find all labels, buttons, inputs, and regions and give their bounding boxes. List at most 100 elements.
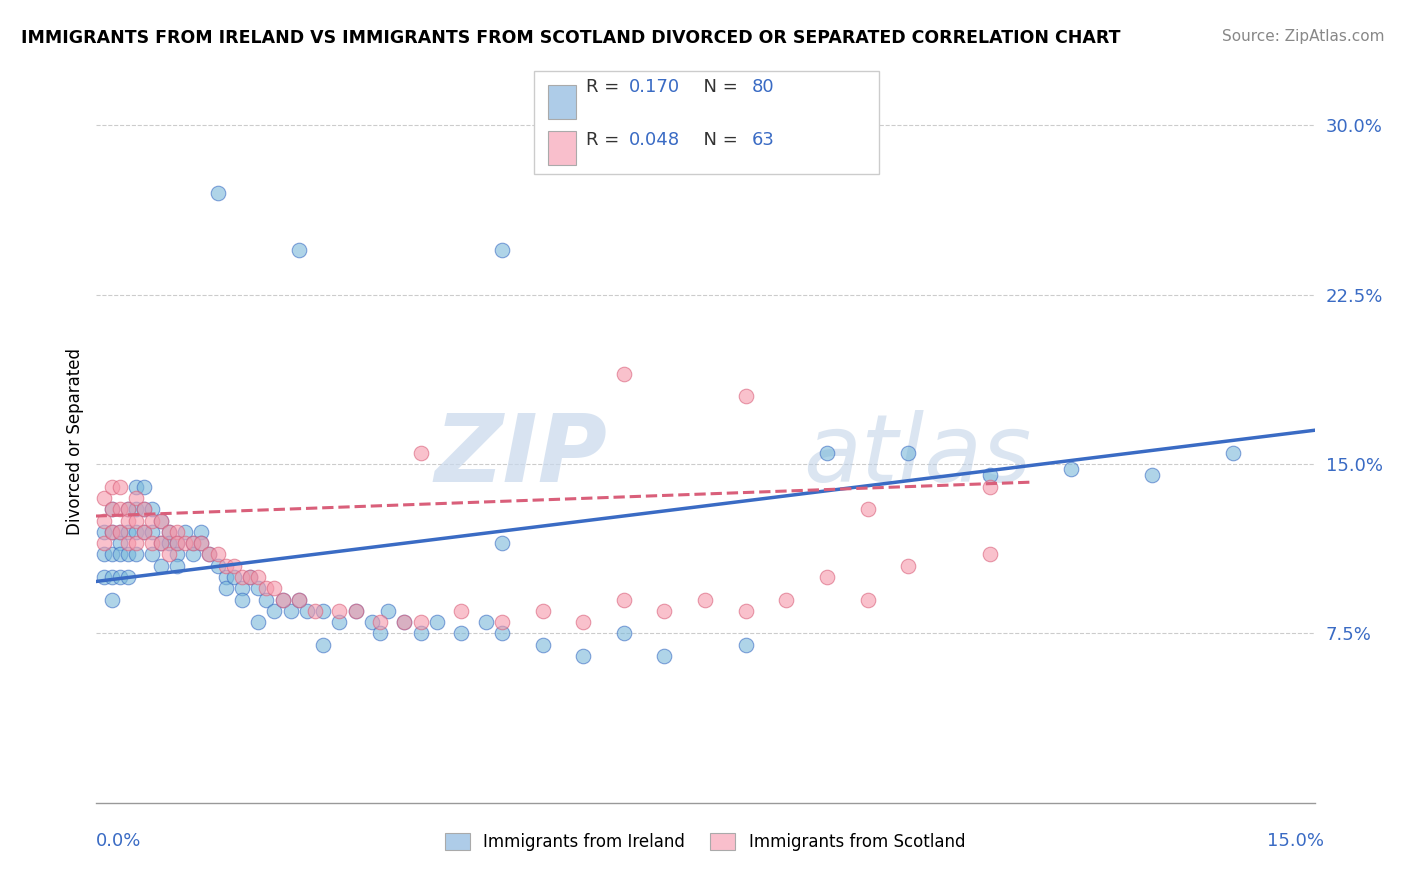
Point: [254, 592, 277, 607]
Point: [190, 536, 212, 550]
Point: [125, 502, 148, 516]
Point: [247, 582, 270, 596]
Point: [394, 615, 416, 630]
Point: [239, 570, 262, 584]
Point: [222, 570, 245, 584]
Point: [214, 570, 236, 584]
Point: [141, 536, 163, 550]
Text: R =: R =: [586, 131, 626, 149]
Point: [897, 558, 920, 573]
Point: [101, 548, 124, 562]
Point: [426, 615, 449, 630]
Point: [141, 524, 163, 539]
Point: [93, 570, 115, 584]
Point: [214, 582, 236, 596]
Point: [166, 558, 188, 573]
Point: [93, 514, 115, 528]
Text: atlas: atlas: [803, 410, 1031, 501]
Point: [247, 570, 270, 584]
Point: [93, 524, 115, 539]
Point: [149, 514, 172, 528]
Point: [328, 604, 350, 618]
Point: [93, 548, 115, 562]
Point: [572, 648, 595, 663]
Text: N =: N =: [692, 131, 744, 149]
Point: [166, 536, 188, 550]
Point: [190, 536, 212, 550]
Point: [141, 548, 163, 562]
Point: [572, 615, 595, 630]
Point: [231, 592, 253, 607]
Point: [207, 558, 229, 573]
Point: [157, 524, 180, 539]
Point: [93, 536, 115, 550]
Point: [1140, 468, 1163, 483]
Point: [531, 604, 554, 618]
Text: N =: N =: [692, 78, 744, 96]
Point: [897, 446, 920, 460]
Point: [288, 592, 311, 607]
Point: [280, 604, 302, 618]
Point: [166, 548, 188, 562]
Point: [613, 367, 636, 381]
Point: [247, 615, 270, 630]
Point: [239, 570, 262, 584]
Point: [117, 536, 139, 550]
Text: 0.0%: 0.0%: [96, 831, 141, 849]
Point: [979, 480, 1001, 494]
Point: [149, 558, 172, 573]
Point: [157, 536, 180, 550]
Point: [190, 524, 212, 539]
Point: [979, 468, 1001, 483]
Point: [125, 548, 148, 562]
Point: [141, 502, 163, 516]
Point: [263, 582, 285, 596]
Point: [328, 615, 350, 630]
Point: [101, 524, 124, 539]
Point: [775, 592, 797, 607]
Point: [312, 604, 335, 618]
Point: [101, 502, 124, 516]
Point: [149, 514, 172, 528]
Point: [181, 536, 204, 550]
Point: [141, 514, 163, 528]
Point: [181, 536, 204, 550]
Text: 80: 80: [752, 78, 775, 96]
Legend: Immigrants from Ireland, Immigrants from Scotland: Immigrants from Ireland, Immigrants from…: [437, 825, 973, 860]
Point: [117, 524, 139, 539]
Point: [101, 524, 124, 539]
Point: [108, 570, 131, 584]
Point: [979, 548, 1001, 562]
Point: [304, 604, 326, 618]
Point: [254, 582, 277, 596]
Point: [157, 548, 180, 562]
Point: [198, 548, 221, 562]
Point: [409, 615, 432, 630]
Point: [149, 536, 172, 550]
Point: [312, 638, 335, 652]
Point: [856, 592, 879, 607]
Point: [134, 502, 156, 516]
Point: [856, 502, 879, 516]
Text: R =: R =: [586, 78, 626, 96]
Text: ZIP: ZIP: [434, 410, 607, 502]
Text: 0.048: 0.048: [628, 131, 679, 149]
Point: [288, 592, 311, 607]
Point: [157, 524, 180, 539]
Point: [231, 582, 253, 596]
Point: [613, 626, 636, 640]
Point: [101, 502, 124, 516]
Point: [361, 615, 384, 630]
Point: [368, 626, 391, 640]
Point: [450, 626, 472, 640]
Point: [531, 638, 554, 652]
Point: [491, 626, 513, 640]
Point: [117, 570, 139, 584]
Point: [231, 570, 253, 584]
Point: [207, 186, 229, 201]
Point: [108, 548, 131, 562]
Y-axis label: Divorced or Separated: Divorced or Separated: [66, 348, 84, 535]
Point: [134, 524, 156, 539]
Text: 0.170: 0.170: [628, 78, 679, 96]
Point: [125, 491, 148, 505]
